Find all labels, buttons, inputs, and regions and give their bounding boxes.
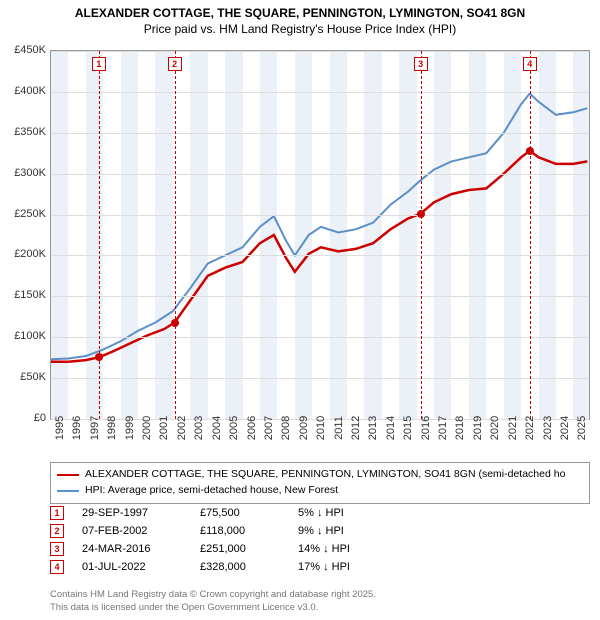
x-axis-label: 2013 [367,416,379,440]
table-row: 3 24-MAR-2016 £251,000 14% ↓ HPI [50,540,590,558]
x-axis-label: 1998 [106,416,118,440]
gridline-h [51,51,589,52]
footer-line2: This data is licensed under the Open Gov… [50,602,590,614]
footer-line1: Contains HM Land Registry data © Crown c… [50,589,590,601]
x-axis-label: 2000 [141,416,153,440]
transactions-table: 1 29-SEP-1997 £75,500 5% ↓ HPI 2 07-FEB-2002 £… [50,504,590,576]
x-axis-label: 2020 [489,416,501,440]
y-axis-label: £400K [0,85,46,97]
chart-title-line2: Price paid vs. HM Land Registry's House … [0,22,600,40]
line-series-svg [51,51,589,419]
x-axis-label: 2015 [402,416,414,440]
x-axis-label: 2024 [559,416,571,440]
gridline-h [51,296,589,297]
row-date: 01-JUL-2022 [82,561,182,573]
y-axis-label: £150K [0,289,46,301]
x-axis-label: 1999 [124,416,136,440]
marker-line [421,51,422,419]
marker-badge: 3 [414,57,428,71]
x-axis-label: 2002 [176,416,188,440]
row-marker: 4 [50,560,64,574]
x-axis-label: 2010 [315,416,327,440]
marker-dot [417,210,425,218]
row-pct: 5% ↓ HPI [298,507,388,519]
marker-dot [171,319,179,327]
y-axis-label: £50K [0,371,46,383]
legend-swatch [57,490,79,492]
x-axis-label: 2005 [228,416,240,440]
y-axis-label: £250K [0,208,46,220]
x-axis-label: 2016 [420,416,432,440]
x-axis-label: 2003 [193,416,205,440]
gridline-h [51,133,589,134]
x-axis-label: 2004 [211,416,223,440]
table-row: 4 01-JUL-2022 £328,000 17% ↓ HPI [50,558,590,576]
row-marker: 3 [50,542,64,556]
chart-container: ALEXANDER COTTAGE, THE SQUARE, PENNINGTO… [0,0,600,620]
x-axis-label: 2014 [385,416,397,440]
x-axis-label: 2017 [437,416,449,440]
row-date: 29-SEP-1997 [82,507,182,519]
y-axis-label: £300K [0,167,46,179]
row-pct: 17% ↓ HPI [298,561,388,573]
x-axis-label: 2023 [542,416,554,440]
table-row: 1 29-SEP-1997 £75,500 5% ↓ HPI [50,504,590,522]
footer-attribution: Contains HM Land Registry data © Crown c… [50,589,590,614]
row-pct: 14% ↓ HPI [298,543,388,555]
x-axis-label: 1997 [89,416,101,440]
gridline-h [51,215,589,216]
x-axis-label: 2021 [507,416,519,440]
marker-badge: 2 [168,57,182,71]
gridline-h [51,174,589,175]
x-axis-label: 2019 [472,416,484,440]
row-price: £75,500 [200,507,280,519]
row-date: 07-FEB-2002 [82,525,182,537]
marker-dot [95,353,103,361]
y-axis-label: £100K [0,330,46,342]
chart-title-line1: ALEXANDER COTTAGE, THE SQUARE, PENNINGTO… [0,0,600,22]
legend-item: HPI: Average price, semi-detached house,… [57,483,583,499]
legend-label: ALEXANDER COTTAGE, THE SQUARE, PENNINGTO… [85,467,565,483]
row-price: £251,000 [200,543,280,555]
x-axis-label: 2018 [454,416,466,440]
marker-badge: 1 [92,57,106,71]
x-axis-label: 2006 [246,416,258,440]
legend-item: ALEXANDER COTTAGE, THE SQUARE, PENNINGTO… [57,467,583,483]
y-axis-label: £350K [0,126,46,138]
x-axis-label: 2025 [576,416,588,440]
marker-dot [526,147,534,155]
y-axis-label: £200K [0,248,46,260]
x-axis-label: 1996 [71,416,83,440]
row-price: £118,000 [200,525,280,537]
gridline-h [51,255,589,256]
legend-swatch [57,474,79,476]
x-axis-label: 1995 [54,416,66,440]
x-axis-label: 2008 [280,416,292,440]
row-date: 24-MAR-2016 [82,543,182,555]
x-axis-label: 2001 [158,416,170,440]
row-price: £328,000 [200,561,280,573]
gridline-h [51,337,589,338]
x-axis-label: 2011 [333,416,345,440]
row-marker: 2 [50,524,64,538]
gridline-h [51,378,589,379]
row-pct: 9% ↓ HPI [298,525,388,537]
x-axis-label: 2007 [263,416,275,440]
row-marker: 1 [50,506,64,520]
legend-box: ALEXANDER COTTAGE, THE SQUARE, PENNINGTO… [50,462,590,504]
marker-line [99,51,100,419]
table-row: 2 07-FEB-2002 £118,000 9% ↓ HPI [50,522,590,540]
marker-badge: 4 [523,57,537,71]
x-axis-label: 2022 [524,416,536,440]
plot-area: 1 2 3 4 [50,50,590,420]
legend-label: HPI: Average price, semi-detached house,… [85,483,338,499]
x-axis-label: 2009 [298,416,310,440]
marker-line [175,51,176,419]
gridline-h [51,92,589,93]
x-axis-label: 2012 [350,416,362,440]
marker-line [530,51,531,419]
y-axis-label: £0 [0,412,46,424]
y-axis-label: £450K [0,44,46,56]
